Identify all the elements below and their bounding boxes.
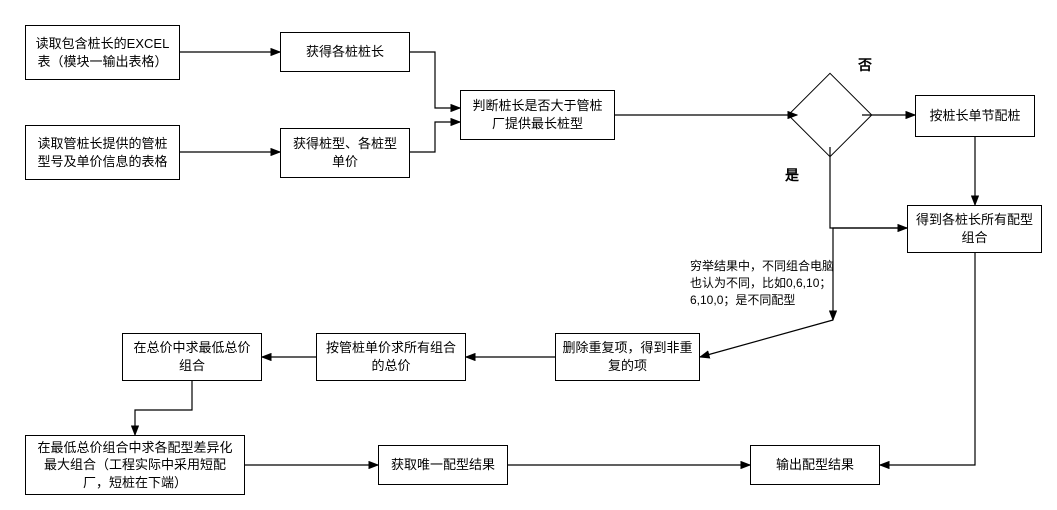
node-read-pile-info: 读取管桩长提供的管桩型号及单价信息的表格 [25, 125, 180, 180]
node-text: 删除重复项，得到非重复的项 [562, 339, 693, 374]
node-remove-duplicates: 删除重复项，得到非重复的项 [555, 333, 700, 381]
node-text: 输出配型结果 [776, 456, 854, 474]
diamond-shape [788, 73, 873, 158]
note-enumeration: 穷举结果中，不同组合电脑也认为不同，比如0,6,10；6,10,0；是不同配型 [690, 258, 840, 308]
node-all-combos: 得到各桩长所有配型组合 [907, 205, 1042, 253]
flowchart-canvas: 读取包含桩长的EXCEL表（模块一输出表格） 读取管桩长提供的管桩型号及单价信息… [0, 0, 1057, 510]
node-total-price: 按管桩单价求所有组合的总价 [316, 333, 466, 381]
decision-diamond [800, 85, 860, 145]
node-read-excel: 读取包含桩长的EXCEL表（模块一输出表格） [25, 25, 180, 80]
node-text: 获取唯一配型结果 [391, 456, 495, 474]
node-text: 读取管桩长提供的管桩型号及单价信息的表格 [32, 135, 173, 170]
label-text: 是 [785, 167, 799, 183]
node-judge-length: 判断桩长是否大于管桩厂提供最长桩型 [460, 90, 615, 140]
label-text: 否 [858, 57, 872, 73]
node-get-pile-length: 获得各桩桩长 [280, 32, 410, 72]
node-text: 按管桩单价求所有组合的总价 [323, 339, 459, 374]
node-text: 在总价中求最低总价组合 [129, 339, 255, 374]
label-yes: 是 [785, 165, 799, 185]
node-text: 在最低总价组合中求各配型差异化最大组合（工程实际中采用短配厂，短桩在下端） [32, 439, 238, 492]
note-text: 穷举结果中，不同组合电脑也认为不同，比如0,6,10；6,10,0；是不同配型 [690, 259, 834, 307]
node-single-section: 按桩长单节配桩 [915, 95, 1035, 137]
node-max-diff-combo: 在最低总价组合中求各配型差异化最大组合（工程实际中采用短配厂，短桩在下端） [25, 435, 245, 495]
node-min-total: 在总价中求最低总价组合 [122, 333, 262, 381]
node-text: 获得各桩桩长 [306, 43, 384, 61]
node-unique-result: 获取唯一配型结果 [378, 445, 508, 485]
node-output-result: 输出配型结果 [750, 445, 880, 485]
node-get-pile-type-price: 获得桩型、各桩型单价 [280, 128, 410, 178]
node-text: 读取包含桩长的EXCEL表（模块一输出表格） [32, 35, 173, 70]
node-text: 按桩长单节配桩 [929, 107, 1020, 125]
node-text: 判断桩长是否大于管桩厂提供最长桩型 [467, 97, 608, 132]
label-no: 否 [858, 55, 872, 75]
node-text: 获得桩型、各桩型单价 [287, 135, 403, 170]
node-text: 得到各桩长所有配型组合 [914, 211, 1035, 246]
